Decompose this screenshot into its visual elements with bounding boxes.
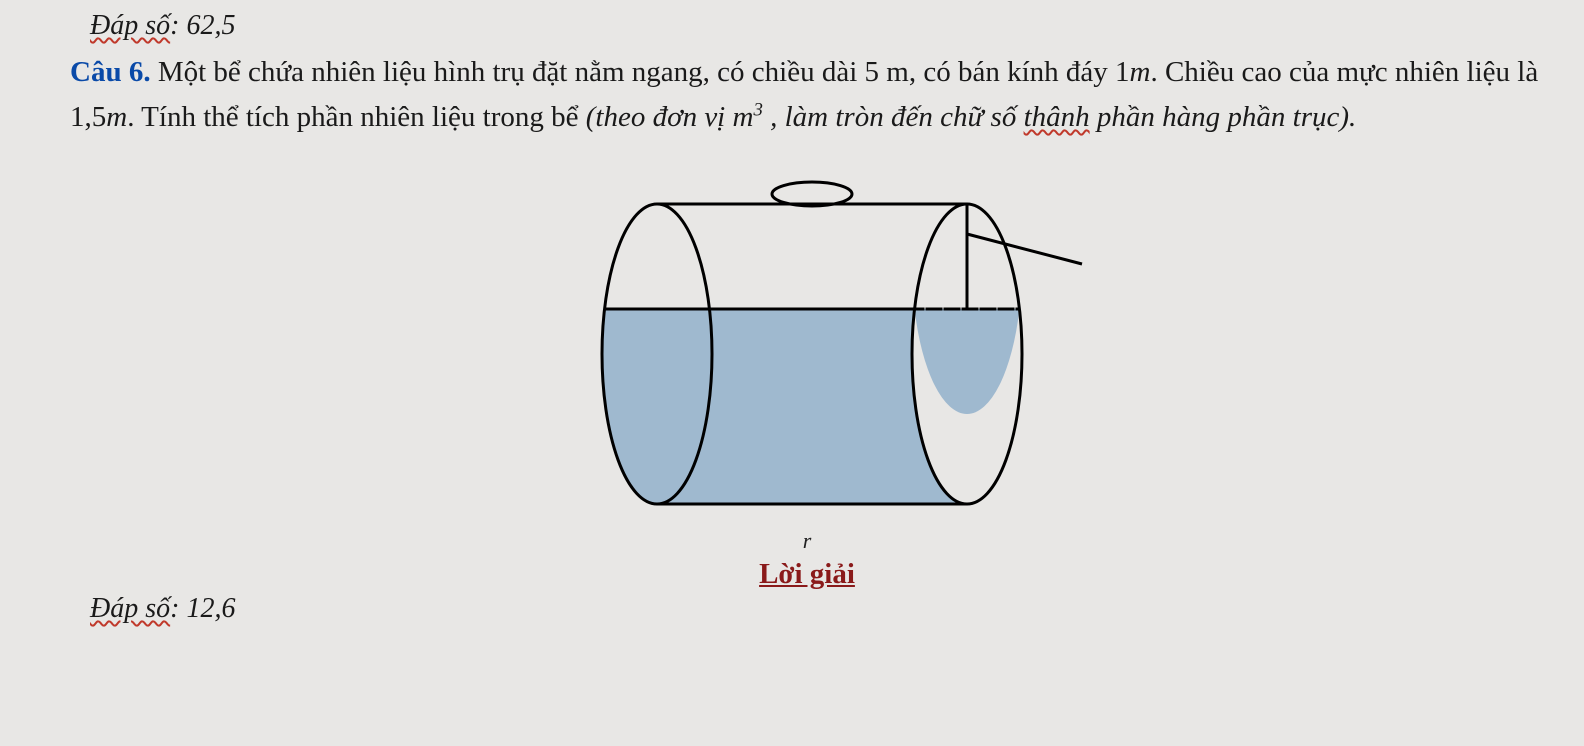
question-label: Câu 6. [70,56,151,88]
answer-bottom-colon: : [170,593,179,624]
question-part3: . Tính thể tích phần nhiên liệu trong bể [127,101,586,133]
question-italic-err: thânh [1024,101,1090,133]
tank-diagram [527,144,1087,534]
solution-heading: Lời giải [70,558,1544,591]
answer-top-prefix: Đáp số [90,10,170,41]
answer-top-colon: : [170,10,179,41]
question-italic3: phần hàng phần trục). [1090,101,1357,133]
answer-bottom-prefix: Đáp số [90,593,170,624]
page-content: Đáp số: 62,5 Câu 6. Một bể chứa nhiên li… [0,0,1584,635]
question-text: Câu 6. Một bể chứa nhiên liệu hình trụ đ… [70,50,1544,140]
question-exp: 3 [753,99,762,120]
question-part1: Một bể chứa nhiên liệu hình trụ đặt nằm … [158,56,1130,88]
question-italic1: (theo đơn vị [586,101,733,133]
question-m2: m [106,101,127,133]
answer-top: Đáp số: 62,5 [90,10,1544,42]
question-unit: m [733,101,754,133]
label-r: r [70,528,1544,554]
figure-container [70,144,1544,534]
answer-bottom: Đáp số: 12,6 [90,593,1544,625]
answer-top-value: 62,5 [186,10,235,41]
question-m1: m [1130,56,1151,88]
answer-bottom-value: 12,6 [186,593,235,624]
question-italic2: , làm tròn đến chữ số [763,101,1024,133]
